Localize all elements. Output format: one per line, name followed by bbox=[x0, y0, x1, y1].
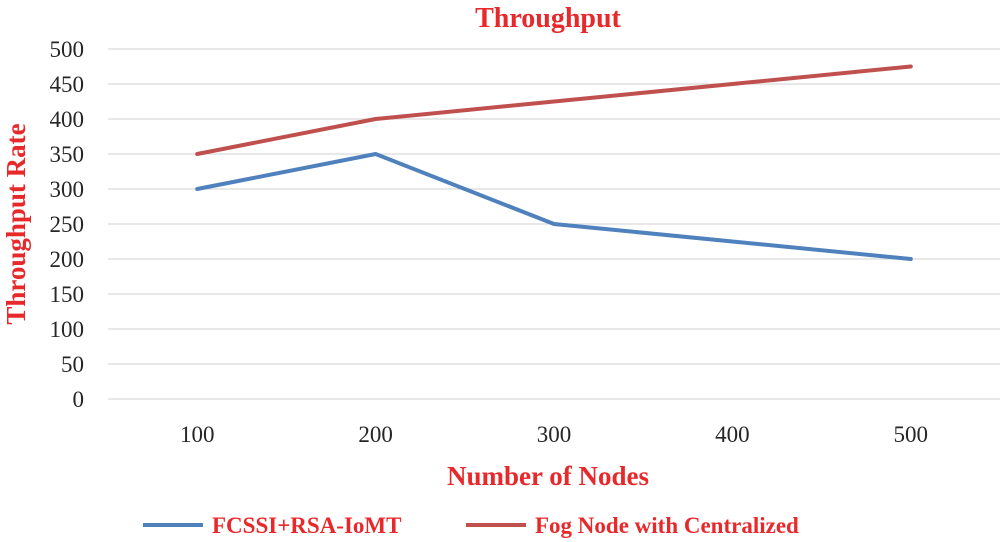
y-tick-label: 50 bbox=[61, 352, 84, 377]
y-tick-label: 0 bbox=[73, 387, 85, 412]
legend-label-1: FCSSI+RSA-IoMT bbox=[212, 513, 401, 538]
y-tick-label: 150 bbox=[50, 282, 85, 307]
y-tick-label: 400 bbox=[50, 107, 85, 132]
x-axis-ticks: 100 200 300 400 500 bbox=[180, 422, 928, 447]
series-lines bbox=[195, 64, 913, 261]
chart-title: Throughput bbox=[475, 3, 621, 34]
y-tick-label: 250 bbox=[50, 212, 85, 237]
y-axis-ticks: 0 50 100 150 200 250 300 350 400 450 500 bbox=[50, 37, 85, 412]
series-line-1 bbox=[195, 152, 913, 261]
legend: FCSSI+RSA-IoMT Fog Node with Centralized bbox=[143, 513, 799, 538]
y-tick-label: 100 bbox=[50, 317, 85, 342]
y-tick-label: 300 bbox=[50, 177, 85, 202]
y-tick-label: 200 bbox=[50, 247, 85, 272]
series-line-2 bbox=[195, 64, 913, 156]
x-tick-label: 200 bbox=[358, 422, 393, 447]
y-tick-label: 450 bbox=[50, 72, 85, 97]
y-axis-title: Throughput Rate bbox=[1, 123, 31, 324]
x-tick-label: 100 bbox=[180, 422, 215, 447]
y-tick-label: 350 bbox=[50, 142, 85, 167]
y-tick-label: 500 bbox=[50, 37, 85, 62]
x-tick-label: 500 bbox=[894, 422, 929, 447]
x-tick-label: 400 bbox=[715, 422, 750, 447]
x-axis-title: Number of Nodes bbox=[447, 461, 649, 491]
legend-label-2: Fog Node with Centralized bbox=[535, 513, 799, 538]
x-tick-label: 300 bbox=[537, 422, 572, 447]
